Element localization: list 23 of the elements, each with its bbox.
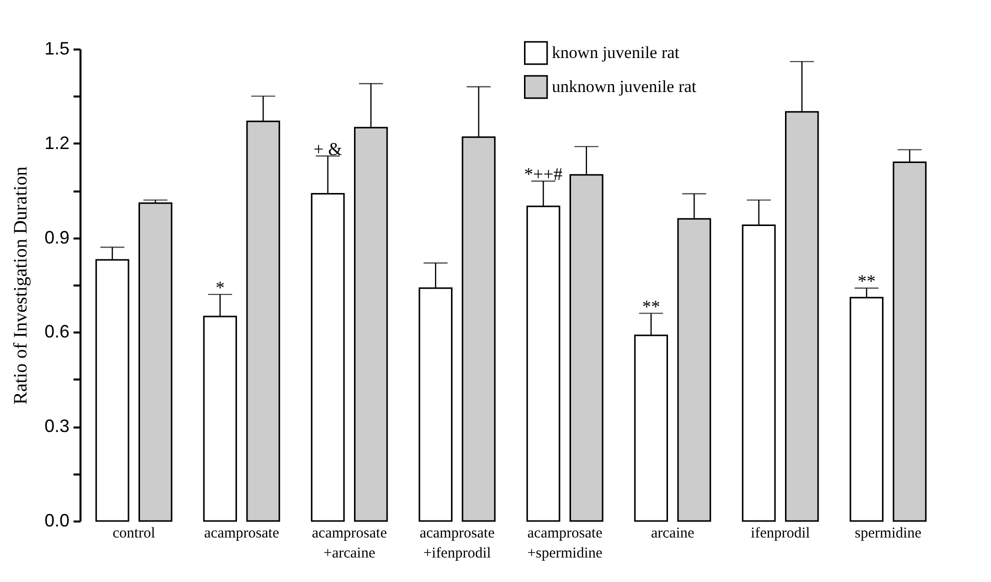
bar <box>138 202 172 522</box>
y-tick-label: 1.2 <box>44 132 70 153</box>
x-tick-label: spermidine <box>854 526 922 542</box>
x-tick-label: acamprosate <box>204 526 280 542</box>
y-axis-title: Ratio of Investigation Duration <box>10 166 32 404</box>
y-tick-label: 0.3 <box>44 416 70 436</box>
x-tick-label: acamprosate +ifenprodil <box>420 526 495 562</box>
y-tick-label: 1.5 <box>44 38 70 58</box>
data-label: ** <box>642 296 660 316</box>
x-tick-label: acamprosate +arcaine <box>312 526 388 562</box>
y-tick-label: 0.6 <box>44 322 70 342</box>
data-label: * <box>216 277 225 298</box>
data-label: *++# <box>524 164 562 184</box>
x-tick-label: control <box>112 526 156 542</box>
x-tick-label: acamprosate +spermidine <box>527 526 603 562</box>
data-label: ** <box>858 271 876 292</box>
y-tick-label: 0.9 <box>44 227 70 248</box>
x-tick-label: ifenprodil <box>750 526 810 542</box>
y-tick-label: 0.0 <box>44 510 70 530</box>
legend-label: known juvenile rat <box>552 43 680 62</box>
legend-label: unknown juvenile rat <box>552 77 697 96</box>
x-tick-label: arcaine <box>650 526 695 542</box>
data-label: + & <box>313 138 342 159</box>
